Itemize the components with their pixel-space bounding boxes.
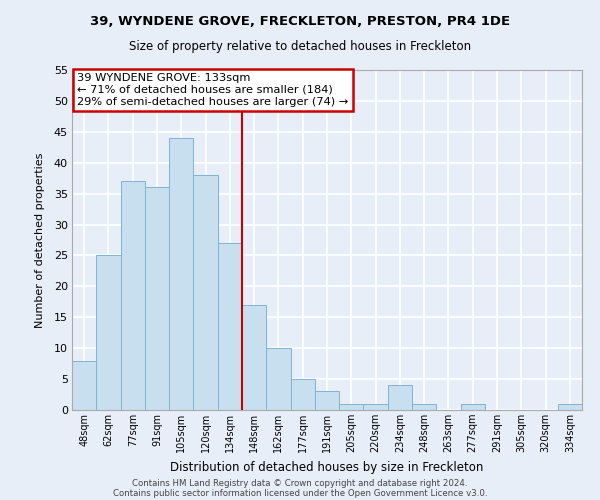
Bar — [339, 404, 364, 410]
Text: 39 WYNDENE GROVE: 133sqm
← 71% of detached houses are smaller (184)
29% of semi-: 39 WYNDENE GROVE: 133sqm ← 71% of detach… — [77, 74, 349, 106]
Bar — [364, 404, 388, 410]
Bar — [461, 404, 485, 410]
Text: Size of property relative to detached houses in Freckleton: Size of property relative to detached ho… — [129, 40, 471, 53]
Bar — [290, 379, 315, 410]
Bar — [218, 243, 242, 410]
Bar — [96, 256, 121, 410]
Bar — [315, 392, 339, 410]
Text: 39, WYNDENE GROVE, FRECKLETON, PRESTON, PR4 1DE: 39, WYNDENE GROVE, FRECKLETON, PRESTON, … — [90, 15, 510, 28]
X-axis label: Distribution of detached houses by size in Freckleton: Distribution of detached houses by size … — [170, 460, 484, 473]
Bar — [169, 138, 193, 410]
Bar — [121, 182, 145, 410]
Bar — [242, 305, 266, 410]
Bar — [388, 386, 412, 410]
Text: Contains HM Land Registry data © Crown copyright and database right 2024.: Contains HM Land Registry data © Crown c… — [132, 478, 468, 488]
Bar — [266, 348, 290, 410]
Y-axis label: Number of detached properties: Number of detached properties — [35, 152, 46, 328]
Bar — [558, 404, 582, 410]
Bar — [145, 188, 169, 410]
Bar — [72, 360, 96, 410]
Bar — [193, 175, 218, 410]
Text: Contains public sector information licensed under the Open Government Licence v3: Contains public sector information licen… — [113, 488, 487, 498]
Bar — [412, 404, 436, 410]
